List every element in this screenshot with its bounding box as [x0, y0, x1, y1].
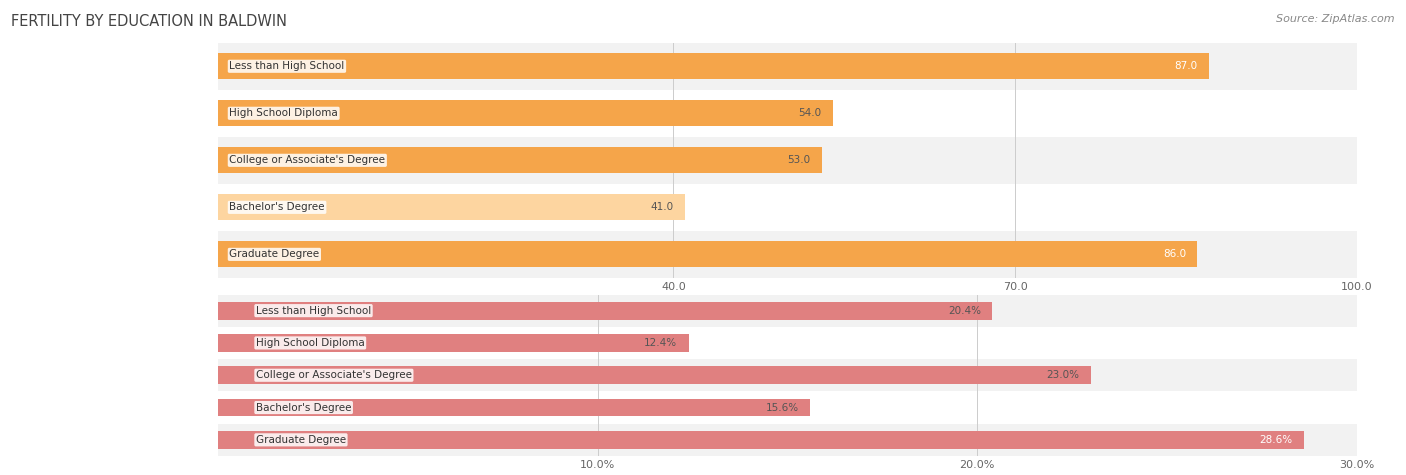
Bar: [218, 184, 1357, 231]
Text: 54.0: 54.0: [799, 108, 821, 118]
Text: Source: ZipAtlas.com: Source: ZipAtlas.com: [1277, 14, 1395, 24]
Text: 86.0: 86.0: [1163, 249, 1187, 259]
Bar: [218, 424, 1357, 456]
Text: Graduate Degree: Graduate Degree: [229, 249, 319, 259]
Text: 15.6%: 15.6%: [766, 402, 799, 413]
Bar: [218, 431, 1303, 449]
Bar: [218, 327, 1357, 359]
Bar: [218, 43, 1357, 90]
Bar: [218, 231, 1357, 278]
Bar: [218, 241, 1198, 267]
Bar: [218, 294, 1357, 327]
Text: Graduate Degree: Graduate Degree: [256, 435, 346, 445]
Bar: [218, 366, 1091, 384]
Text: 12.4%: 12.4%: [644, 338, 678, 348]
Text: College or Associate's Degree: College or Associate's Degree: [256, 370, 412, 380]
Text: High School Diploma: High School Diploma: [256, 338, 364, 348]
Bar: [218, 137, 1357, 184]
Text: 28.6%: 28.6%: [1260, 435, 1292, 445]
Text: High School Diploma: High School Diploma: [229, 108, 337, 118]
Bar: [218, 194, 685, 220]
Text: 23.0%: 23.0%: [1046, 370, 1080, 380]
Text: Bachelor's Degree: Bachelor's Degree: [256, 402, 352, 413]
Bar: [218, 147, 821, 173]
Bar: [218, 53, 1209, 79]
Bar: [218, 100, 832, 126]
Text: 41.0: 41.0: [651, 202, 673, 212]
Bar: [218, 334, 689, 352]
Bar: [218, 399, 810, 417]
Text: Less than High School: Less than High School: [256, 305, 371, 316]
Text: 53.0: 53.0: [787, 155, 810, 165]
Text: 20.4%: 20.4%: [948, 305, 981, 316]
Text: College or Associate's Degree: College or Associate's Degree: [229, 155, 385, 165]
Bar: [218, 359, 1357, 391]
Bar: [218, 90, 1357, 137]
Bar: [218, 302, 993, 320]
Text: FERTILITY BY EDUCATION IN BALDWIN: FERTILITY BY EDUCATION IN BALDWIN: [11, 14, 287, 29]
Text: 87.0: 87.0: [1174, 61, 1198, 71]
Text: Less than High School: Less than High School: [229, 61, 344, 71]
Bar: [218, 391, 1357, 424]
Text: Bachelor's Degree: Bachelor's Degree: [229, 202, 325, 212]
